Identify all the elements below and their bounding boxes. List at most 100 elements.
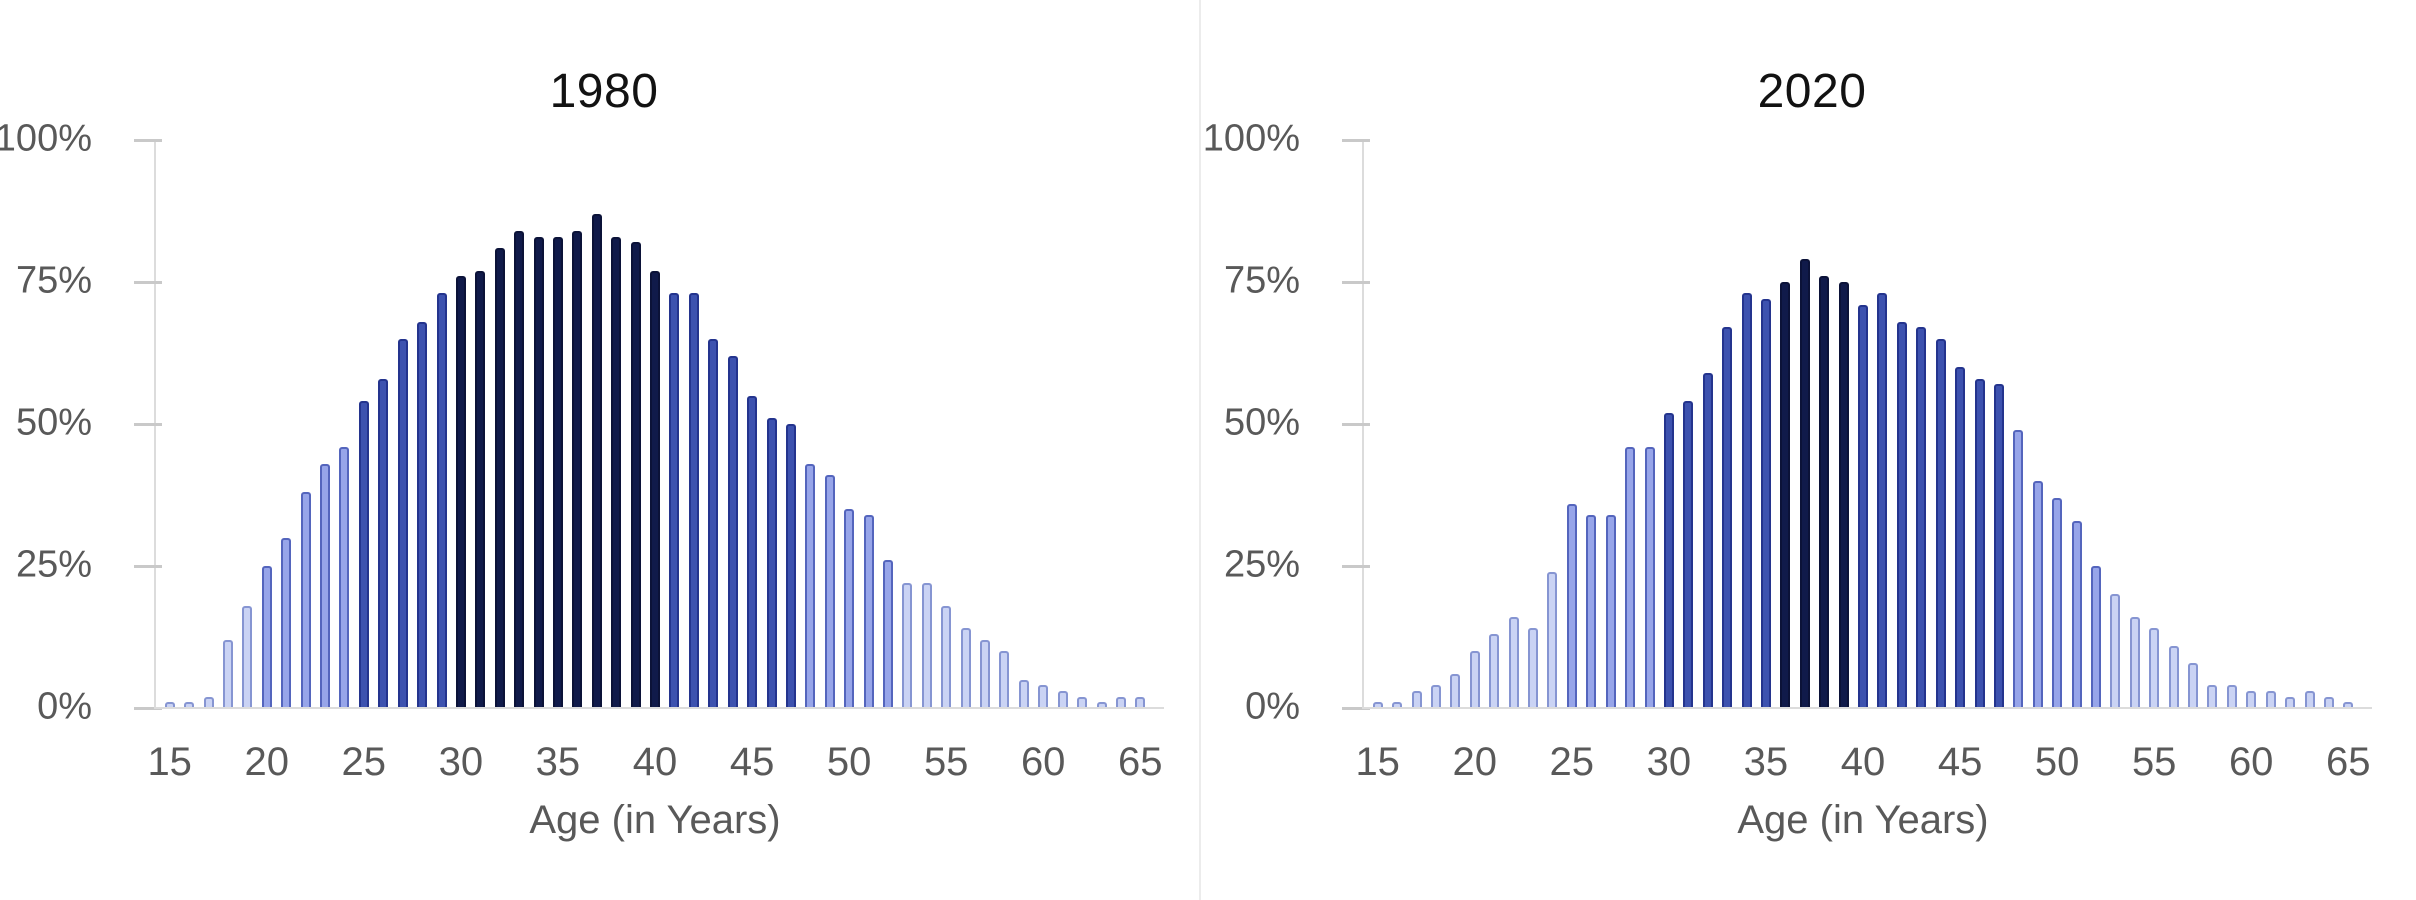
- chart-panel-1980: 1980 100% 75% 50% 25% 0% 15 20 25 30 35 40 45 50 55 60…: [0, 64, 1164, 842]
- bar-age-26: [1586, 515, 1597, 708]
- chart-title-1980: 1980: [549, 64, 659, 118]
- x-axis-label-65: 65: [1118, 740, 1163, 784]
- y-axis-tick: [134, 423, 162, 426]
- bar-age-36: [1780, 282, 1791, 708]
- bar-age-16: [1392, 702, 1403, 708]
- bar-age-62: [2285, 697, 2296, 708]
- y-axis-label: 50%: [1223, 401, 1300, 444]
- bar-age-58: [999, 651, 1010, 708]
- bar-age-40: [1858, 305, 1868, 708]
- bar-age-62: [1077, 697, 1088, 708]
- y-axis-label: 100%: [1202, 117, 1300, 160]
- x-axis-label-55: 55: [2131, 740, 2177, 784]
- bar-age-37: [591, 214, 602, 708]
- bar-age-45: [747, 396, 758, 708]
- bar-age-24: [1547, 572, 1558, 708]
- bar-age-23: [320, 464, 330, 708]
- x-axis-label-55: 55: [923, 740, 969, 784]
- bar-age-19: [242, 606, 253, 708]
- bar-age-48: [2013, 430, 2024, 708]
- y-axis-label: 75%: [1223, 259, 1300, 302]
- bar-age-54: [921, 583, 932, 708]
- bar-age-53: [902, 583, 913, 708]
- bar-age-48: [805, 464, 816, 708]
- y-axis-label: 0%: [37, 685, 92, 728]
- bar-age-61: [1057, 691, 1068, 708]
- x-axis-label-25: 25: [1549, 740, 1595, 784]
- bar-age-63: [1096, 702, 1107, 708]
- bar-age-17: [1411, 691, 1422, 708]
- bar-age-27: [397, 339, 408, 708]
- x-axis-label-35: 35: [535, 740, 581, 784]
- x-axis-title-1980: Age (in Years): [529, 798, 781, 842]
- y-axis-tick: [1342, 707, 1370, 710]
- x-axis-label-50: 50: [2034, 740, 2080, 784]
- bar-age-51: [863, 515, 874, 708]
- bar-age-19: [1450, 674, 1461, 708]
- bar-age-28: [1625, 447, 1636, 708]
- x-axis-title-2020: Age (in Years): [1737, 798, 1989, 842]
- y-axis-label: 0%: [1245, 685, 1300, 728]
- bar-age-24: [339, 447, 350, 708]
- bar-age-35: [1760, 299, 1771, 708]
- y-axis-tick: [134, 139, 162, 142]
- bar-age-37: [1799, 259, 1810, 708]
- y-axis-tick: [1342, 281, 1370, 284]
- bar-age-64: [1115, 697, 1126, 708]
- x-axis-label-30: 30: [1646, 740, 1692, 784]
- bar-age-22: [1508, 617, 1519, 708]
- x-axis-label-45: 45: [1937, 740, 1983, 784]
- x-axis-line: [1362, 707, 2372, 709]
- bar-age-46: [1974, 379, 1985, 708]
- bar-age-38: [1819, 276, 1830, 708]
- bar-age-21: [281, 538, 292, 708]
- bar-age-50: [844, 509, 855, 708]
- bar-age-42: [688, 293, 699, 708]
- bar-age-43: [1916, 327, 1927, 708]
- bar-age-46: [766, 418, 777, 708]
- bar-age-31: [1683, 401, 1694, 708]
- bar-age-65: [1135, 697, 1146, 708]
- bar-age-23: [1528, 628, 1538, 708]
- x-axis-label-40: 40: [632, 740, 678, 784]
- panel-divider-line: [1199, 0, 1201, 900]
- bar-age-34: [1741, 293, 1752, 708]
- bar-age-42: [1896, 322, 1907, 708]
- bar-age-30: [455, 276, 466, 708]
- bar-age-28: [417, 322, 428, 708]
- bar-age-21: [1489, 634, 1500, 708]
- bar-age-16: [184, 702, 195, 708]
- y-axis-tick: [1342, 139, 1370, 142]
- x-axis-label-20: 20: [1452, 740, 1498, 784]
- bar-age-25: [1566, 504, 1577, 708]
- bar-age-20: [1469, 651, 1480, 708]
- bar-age-44: [727, 356, 738, 708]
- bar-age-50: [2052, 498, 2063, 708]
- bar-age-59: [2226, 685, 2237, 708]
- bar-age-39: [630, 242, 641, 708]
- bar-age-33: [514, 231, 525, 708]
- bar-age-43: [708, 339, 719, 708]
- bar-age-29: [1644, 447, 1655, 708]
- x-axis-label-50: 50: [826, 740, 872, 784]
- bar-age-59: [1018, 680, 1029, 708]
- bar-age-65: [2343, 702, 2354, 708]
- bar-age-40: [650, 271, 660, 708]
- bar-age-57: [980, 640, 990, 708]
- bar-age-39: [1838, 282, 1849, 708]
- bar-age-32: [494, 248, 505, 708]
- x-axis-label-25: 25: [341, 740, 387, 784]
- bar-age-47: [1993, 384, 2004, 708]
- x-axis-label-65: 65: [2326, 740, 2371, 784]
- x-axis-label-20: 20: [244, 740, 290, 784]
- y-axis-tick: [134, 281, 162, 284]
- bar-age-56: [960, 628, 971, 708]
- bar-age-20: [261, 566, 272, 708]
- x-axis-label-40: 40: [1840, 740, 1886, 784]
- y-axis-label: 75%: [15, 259, 92, 302]
- bar-age-52: [2090, 566, 2101, 708]
- bar-age-33: [1722, 327, 1733, 708]
- x-axis-label-15: 15: [1355, 740, 1400, 784]
- bar-age-31: [475, 271, 486, 708]
- y-axis-tick: [1342, 565, 1370, 568]
